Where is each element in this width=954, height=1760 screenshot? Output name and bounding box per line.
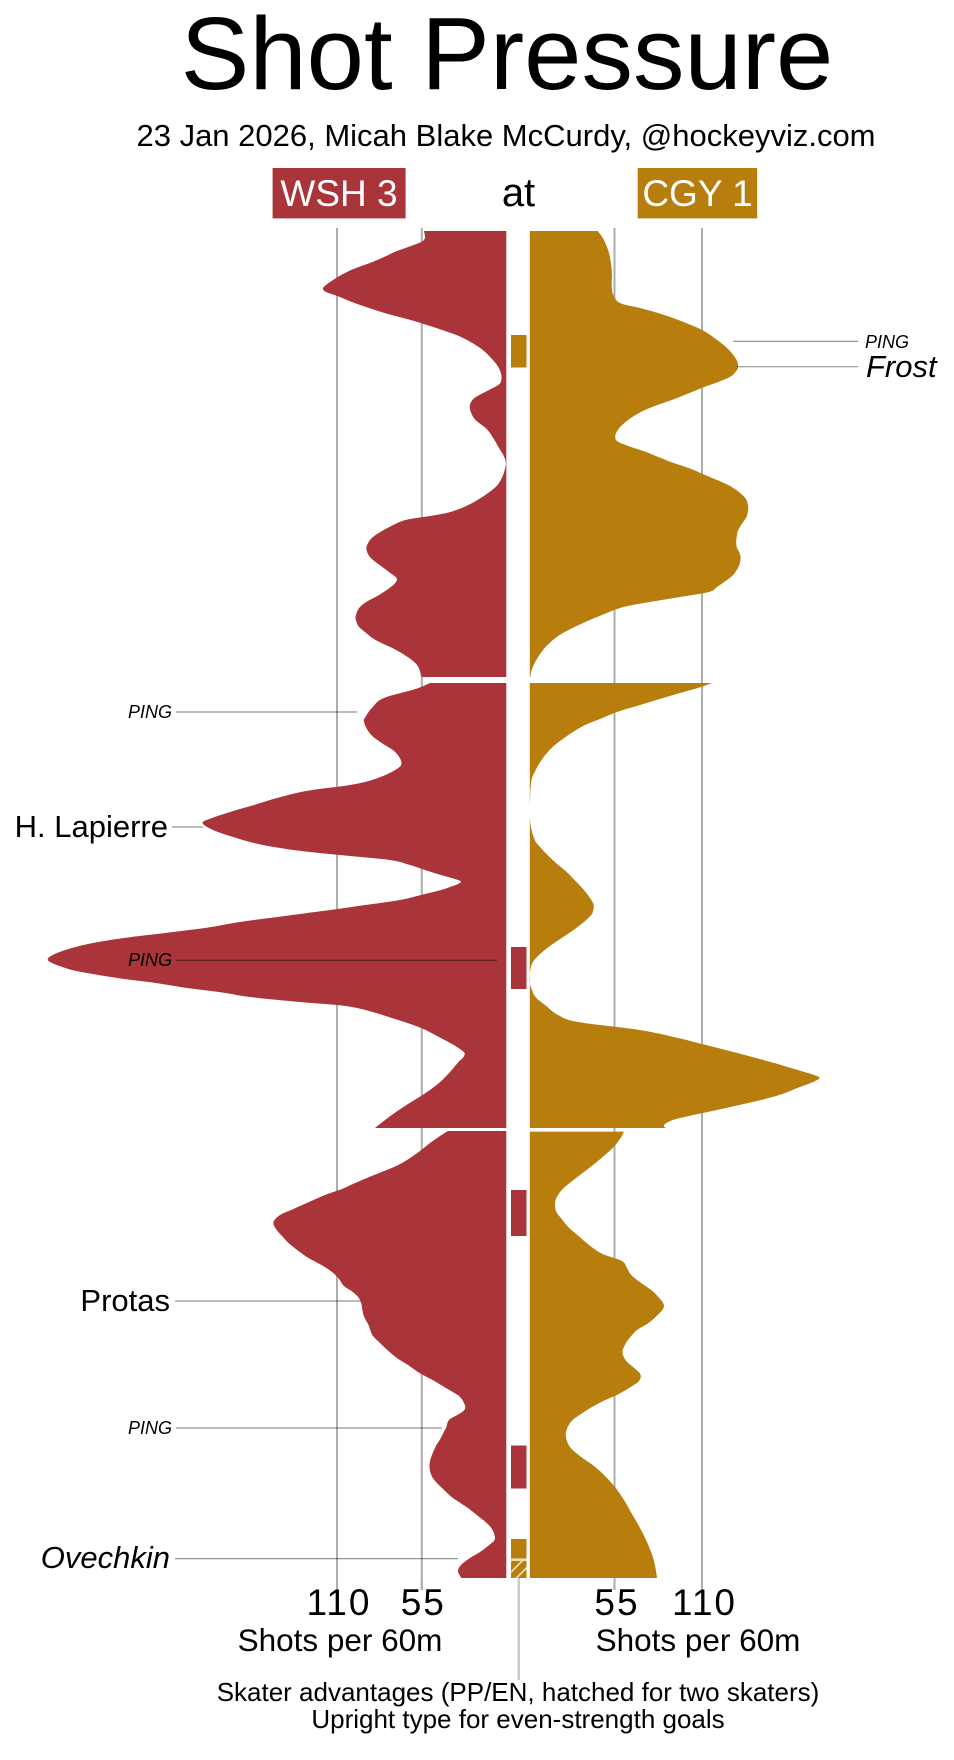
svg-text:H. Lapierre: H. Lapierre: [15, 809, 168, 844]
svg-text:WSH 3: WSH 3: [280, 173, 397, 214]
svg-text:110: 110: [307, 1582, 372, 1623]
svg-text:Skater advantages (PP/EN, hatc: Skater advantages (PP/EN, hatched for tw…: [217, 1677, 820, 1707]
svg-text:Upright type for even-strength: Upright type for even-strength goals: [311, 1704, 724, 1734]
svg-text:PING: PING: [128, 1418, 172, 1438]
svg-text:PING: PING: [128, 702, 172, 722]
svg-text:PING: PING: [865, 332, 909, 352]
svg-text:Shots per 60m: Shots per 60m: [596, 1622, 801, 1658]
svg-text:Protas: Protas: [80, 1283, 170, 1318]
svg-text:Frost: Frost: [866, 349, 938, 384]
svg-text:Shot Pressure: Shot Pressure: [181, 0, 834, 111]
svg-text:55: 55: [401, 1582, 446, 1623]
svg-text:CGY 1: CGY 1: [642, 173, 752, 214]
svg-text:23 Jan 2026, Micah Blake McCur: 23 Jan 2026, Micah Blake McCurdy, @hocke…: [136, 118, 875, 153]
svg-text:Ovechkin: Ovechkin: [41, 1540, 170, 1575]
svg-text:110: 110: [672, 1582, 737, 1623]
svg-text:at: at: [502, 171, 535, 215]
svg-text:Shots per 60m: Shots per 60m: [238, 1622, 443, 1658]
svg-text:PING: PING: [128, 950, 172, 970]
svg-text:55: 55: [594, 1582, 639, 1623]
